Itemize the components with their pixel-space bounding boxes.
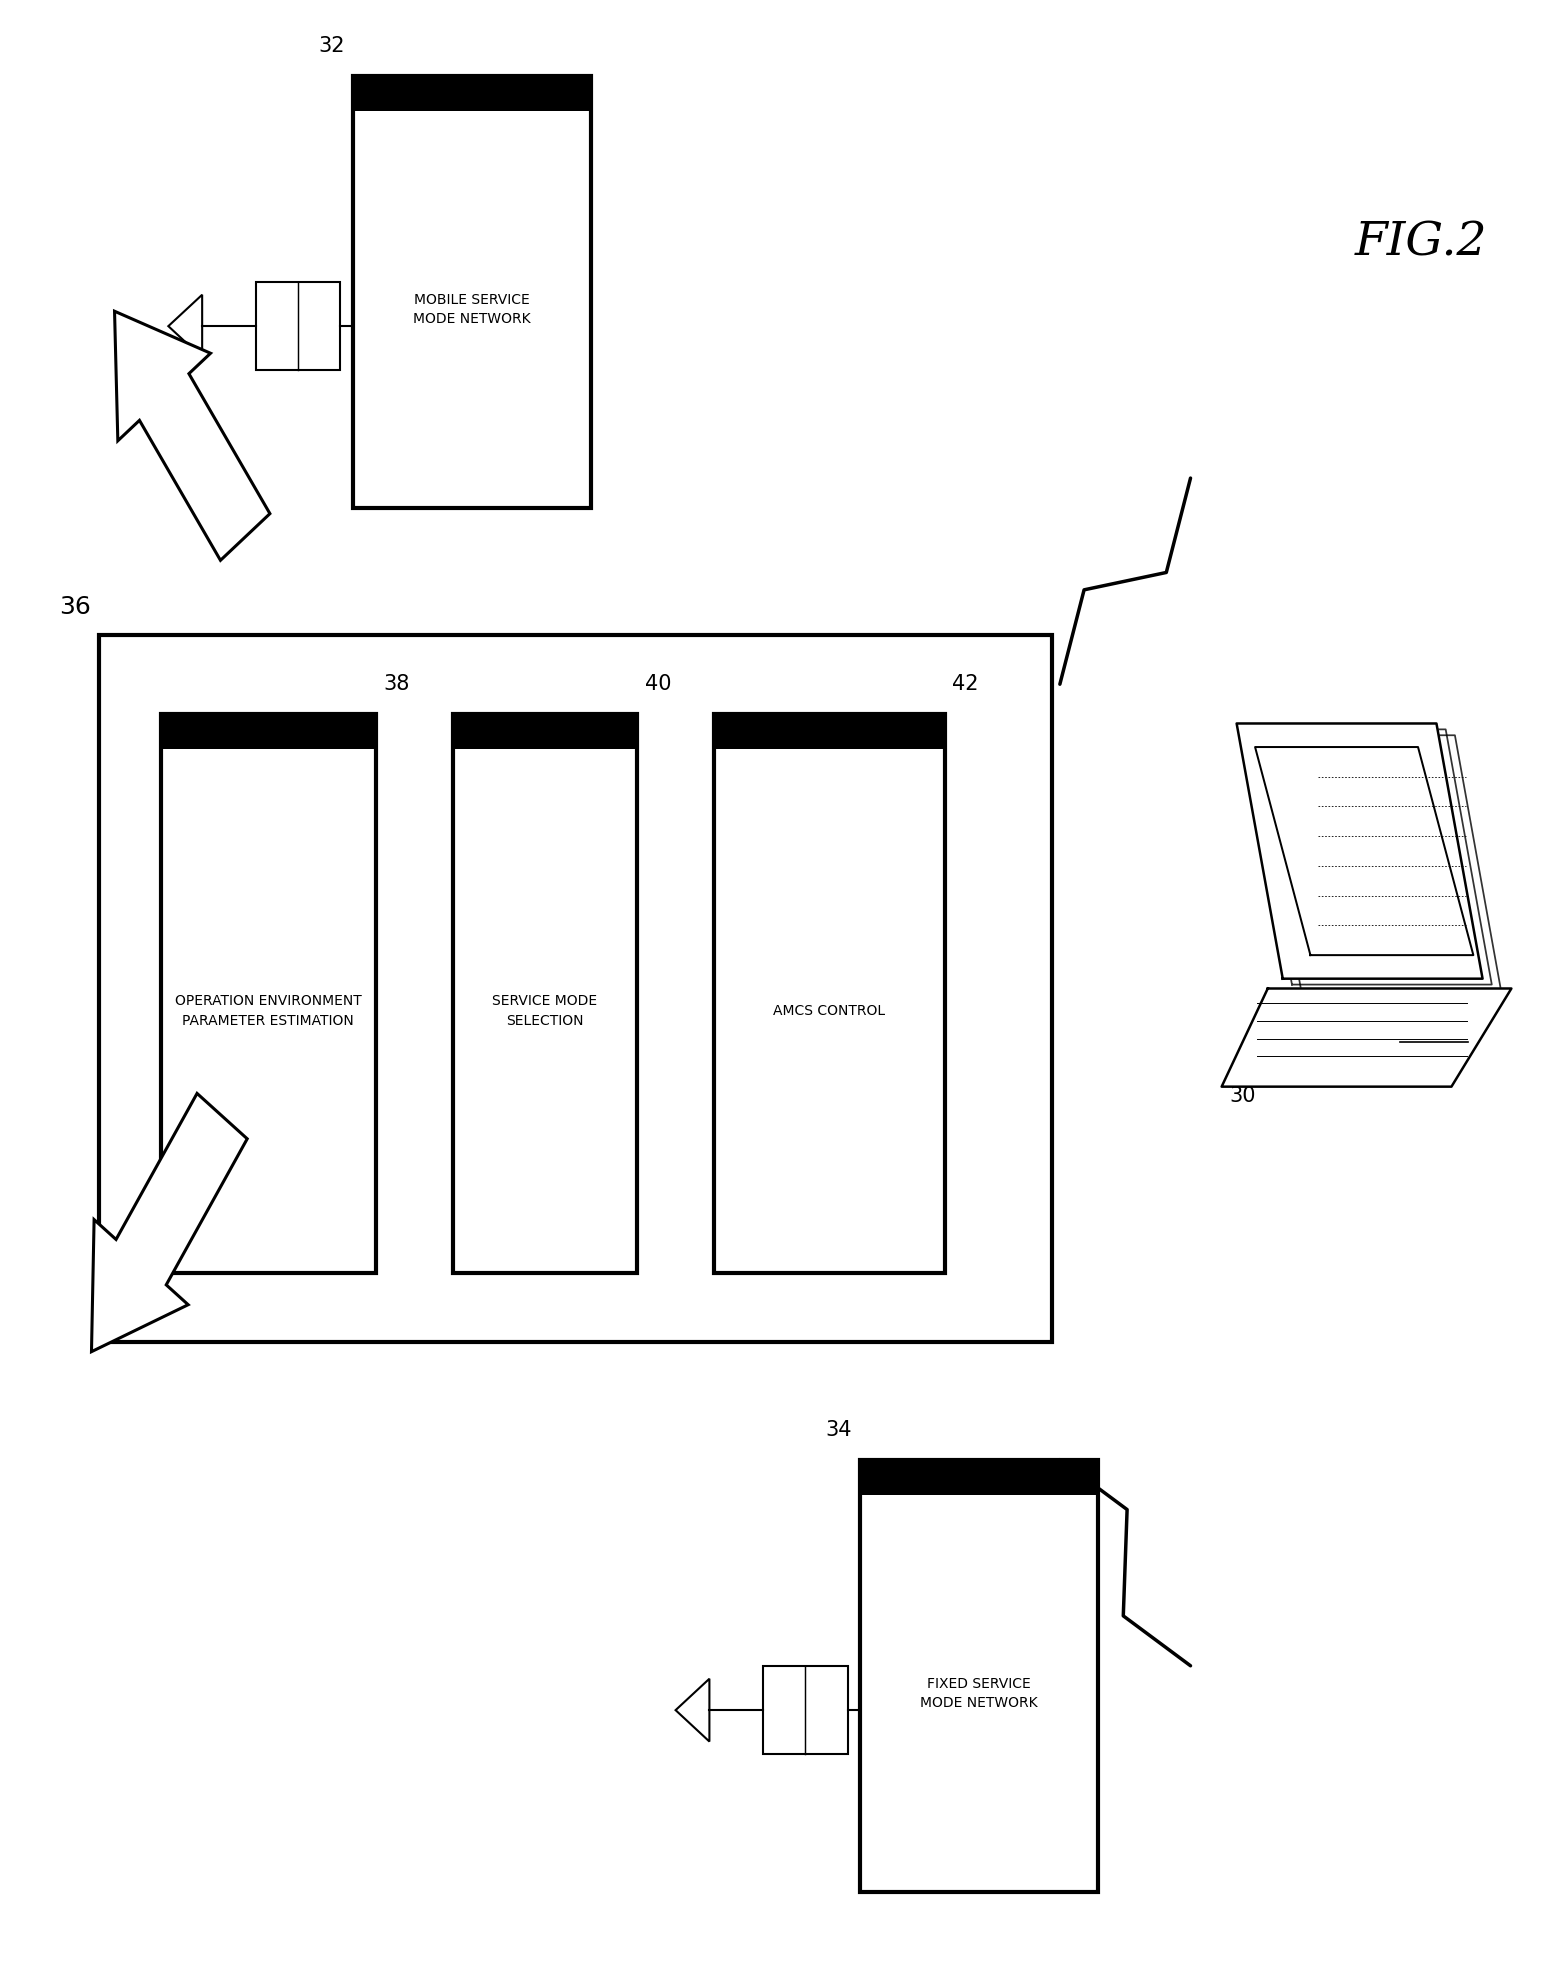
Polygon shape — [92, 1093, 247, 1352]
Bar — [713, 714, 945, 749]
Polygon shape — [1222, 988, 1511, 1087]
Text: 38: 38 — [383, 674, 409, 694]
Bar — [256, 283, 341, 370]
Text: 36: 36 — [59, 595, 92, 619]
Text: OPERATION ENVIRONMENT
PARAMETER ESTIMATION: OPERATION ENVIRONMENT PARAMETER ESTIMATI… — [175, 994, 361, 1028]
Text: 34: 34 — [825, 1419, 853, 1439]
Bar — [861, 1459, 1098, 1495]
Text: SERVICE MODE
SELECTION: SERVICE MODE SELECTION — [492, 994, 597, 1028]
Bar — [453, 714, 637, 1273]
Text: FIXED SERVICE
MODE NETWORK: FIXED SERVICE MODE NETWORK — [920, 1676, 1038, 1710]
Bar — [161, 714, 375, 1273]
Text: 42: 42 — [952, 674, 979, 694]
Bar — [861, 1459, 1098, 1892]
Polygon shape — [1255, 747, 1473, 955]
Text: AMCS CONTROL: AMCS CONTROL — [774, 1004, 886, 1018]
Polygon shape — [115, 310, 270, 559]
Bar — [352, 75, 591, 111]
Text: MOBILE SERVICE
MODE NETWORK: MOBILE SERVICE MODE NETWORK — [413, 293, 530, 326]
Bar — [763, 1667, 848, 1754]
Bar — [713, 714, 945, 1273]
Text: FIG.2: FIG.2 — [1354, 219, 1487, 265]
Bar — [99, 635, 1052, 1342]
Text: 32: 32 — [318, 36, 346, 55]
Bar — [453, 714, 637, 749]
Bar — [161, 714, 375, 749]
Text: 30: 30 — [1228, 1085, 1255, 1107]
Bar — [352, 75, 591, 508]
Text: 40: 40 — [645, 674, 672, 694]
Polygon shape — [1236, 724, 1483, 979]
